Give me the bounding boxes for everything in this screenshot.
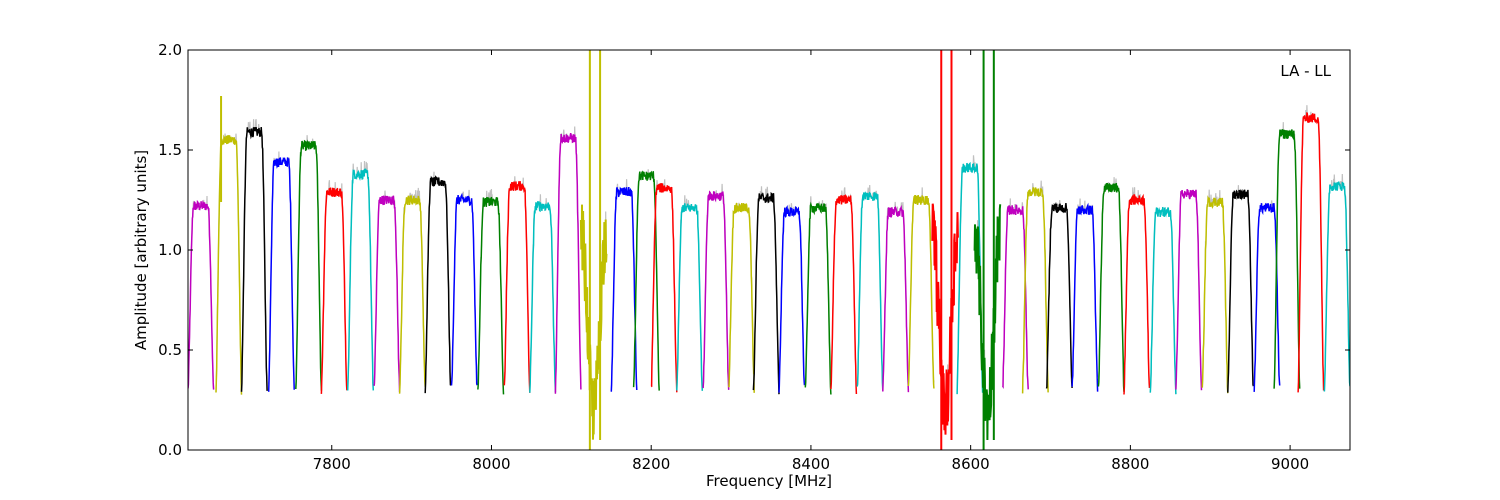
channel-series-line xyxy=(804,201,832,395)
x-tick-label: 8000 xyxy=(472,455,510,473)
y-tick-label: 2.0 xyxy=(158,41,182,59)
channel-series-line xyxy=(778,205,806,393)
channel-series-line xyxy=(579,204,608,440)
channel-series-line xyxy=(424,175,452,394)
channel-series-line xyxy=(1045,202,1073,389)
channel-series-line xyxy=(956,161,984,395)
channel-series-line xyxy=(1021,187,1049,394)
channel-series-line xyxy=(1201,195,1229,394)
y-tick-label: 1.5 xyxy=(158,141,182,159)
channel-series-line xyxy=(373,195,401,393)
channel-series-line xyxy=(1297,112,1325,393)
channel-series-line xyxy=(727,202,755,393)
channel-series-line xyxy=(240,127,268,392)
y-axis-label: Amplitude [arbitrary units] xyxy=(132,150,150,350)
channel-series-line xyxy=(931,203,959,435)
channel-series-line xyxy=(1001,204,1029,390)
channel-series-line xyxy=(398,194,426,394)
channel-series-line xyxy=(503,180,531,393)
channel-series-line xyxy=(856,191,884,391)
channel-series-line xyxy=(676,203,704,391)
channel-series-line xyxy=(632,170,660,391)
y-tick-label: 0.0 xyxy=(158,441,182,459)
channel-series-line xyxy=(267,156,295,392)
channel-series-line xyxy=(215,134,243,395)
channel-series-line xyxy=(1123,193,1151,395)
channel-series-line xyxy=(882,204,910,393)
channel-series-line xyxy=(1175,189,1203,391)
channel-series-line xyxy=(752,191,780,395)
channel-series-line xyxy=(346,168,375,391)
x-tick-label: 9000 xyxy=(1271,455,1309,473)
baseline-annotation: LA - LL xyxy=(1280,62,1331,80)
channel-series-line xyxy=(1253,203,1281,392)
channel-series-line xyxy=(702,190,730,390)
y-tick-label: 0.5 xyxy=(158,341,182,359)
channel-series-line xyxy=(1071,202,1099,392)
x-tick-label: 8800 xyxy=(1111,455,1149,473)
channel-series-line xyxy=(973,204,1002,441)
series-group xyxy=(188,50,1350,450)
channel-series-line xyxy=(1273,129,1301,389)
channel-series-line xyxy=(830,193,858,395)
channel-series-line xyxy=(1149,206,1177,395)
channel-series-line xyxy=(295,139,323,391)
channel-series-line xyxy=(1097,182,1125,392)
channel-series-line xyxy=(1323,181,1350,392)
channel-series-line xyxy=(907,195,935,389)
x-axis-label: Frequency [MHz] xyxy=(706,472,832,490)
x-tick-label: 8400 xyxy=(792,455,830,473)
channel-series-line xyxy=(554,133,582,394)
series-layer xyxy=(188,50,1350,450)
y-tick-label: 1.0 xyxy=(158,241,182,259)
channel-series-line xyxy=(610,186,638,392)
x-tick-label: 8200 xyxy=(632,455,670,473)
channel-series-line xyxy=(188,199,215,390)
x-tick-label: 7800 xyxy=(313,455,351,473)
channel-series-line xyxy=(477,196,505,395)
ticks-layer: 7800 8000 8200 8400 8600 8800 9000 0.0 0.5 1.0 1.5… xyxy=(158,41,1350,473)
channel-series-line xyxy=(529,200,557,393)
x-tick-label: 8600 xyxy=(952,455,990,473)
channel-series-line xyxy=(450,192,478,386)
channel-series-line xyxy=(320,187,348,394)
channel-series-line xyxy=(650,182,678,393)
channel-series-line xyxy=(1227,188,1255,393)
